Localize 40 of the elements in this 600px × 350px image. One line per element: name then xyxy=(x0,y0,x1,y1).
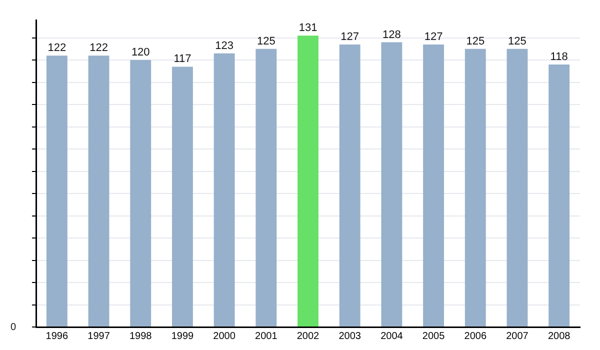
x-tick-label: 2008 xyxy=(548,330,571,342)
data-label: 128 xyxy=(382,28,401,41)
data-label: 131 xyxy=(298,22,318,34)
text: 0 xyxy=(10,322,16,333)
bar xyxy=(130,60,152,326)
data-label: 125 xyxy=(256,35,276,48)
bar xyxy=(214,53,235,326)
x-tick-label: 2006 xyxy=(464,330,487,342)
x-tick-label: 1997 xyxy=(88,330,110,342)
data-label: 117 xyxy=(174,53,192,66)
bar xyxy=(464,48,486,326)
data-label: 125 xyxy=(466,35,485,48)
x-tick-label: 2004 xyxy=(380,330,404,342)
data-label: 123 xyxy=(215,40,234,52)
x-tick-label: 2002 xyxy=(296,330,320,342)
data-label: 125 xyxy=(508,35,526,48)
x-tick-label: 2007 xyxy=(506,330,529,342)
bar xyxy=(256,48,277,326)
data-label: 127 xyxy=(424,31,443,43)
x-tick-label: 2005 xyxy=(422,330,446,342)
x-tick-label: 2000 xyxy=(213,330,236,342)
x-tick-label: 1999 xyxy=(171,330,194,342)
x-tick-label: 2001 xyxy=(255,330,278,342)
bar xyxy=(172,66,193,326)
bar xyxy=(298,36,318,326)
data-label: 120 xyxy=(131,46,150,59)
bar xyxy=(506,48,528,326)
data-label: 122 xyxy=(90,42,108,54)
bar xyxy=(46,56,68,326)
x-tick-label: 1998 xyxy=(129,330,152,342)
x-tick-label: 1996 xyxy=(46,330,68,342)
bar xyxy=(381,42,402,326)
x-tick-label: 2003 xyxy=(338,330,362,342)
bar xyxy=(548,64,570,326)
bar xyxy=(423,44,444,326)
data-label: 127 xyxy=(340,31,360,43)
data-label: 122 xyxy=(48,42,66,54)
bar xyxy=(339,44,360,326)
bar xyxy=(88,56,110,326)
data-label: 118 xyxy=(550,51,568,64)
